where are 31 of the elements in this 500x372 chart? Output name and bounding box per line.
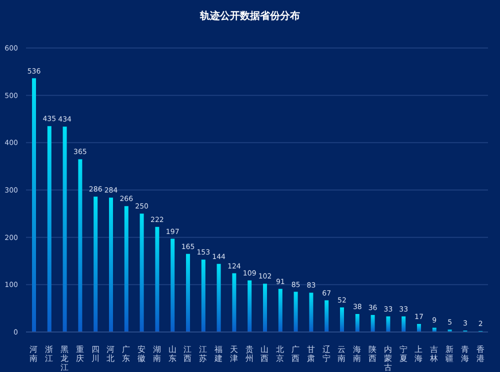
x-tick-label: 广东 [122,345,130,363]
x-tick-label: 甘肃 [306,345,315,363]
x-tick-label: 广西 [292,345,300,363]
x-tick-label: 山西 [260,345,269,363]
x-tick-label: 云南 [338,345,346,363]
x-tick-label: 黑龙江 [60,345,68,372]
x-tick-label: 天津 [230,345,238,363]
x-tick-label: 江西 [184,345,192,363]
x-tick-label: 河南 [30,345,38,363]
x-tick-label: 北京 [276,345,284,363]
x-tick-label: 重庆 [76,345,84,363]
x-tick-label: 江苏 [199,345,208,363]
x-tick-label: 宁夏 [399,345,408,363]
x-tick-label: 上海 [414,345,423,363]
x-tick-label: 青海 [460,345,469,363]
x-tick-label: 福建 [214,345,222,363]
x-tick-label: 陕西 [368,345,376,363]
x-tick-label: 新疆 [446,345,454,363]
x-tick-label: 浙江 [45,345,54,363]
x-tick-label: 河北 [106,345,115,363]
x-tick-label: 辽宁 [322,345,330,363]
x-tick-label: 吉林 [429,345,438,363]
x-tick-label: 贵州 [245,345,254,363]
x-tick-label: 湖南 [152,345,161,363]
x-tick-label: 内蒙古 [384,345,392,372]
x-tick-label: 山东 [168,345,176,363]
x-tick-label: 四川 [91,345,100,363]
x-tick-label: 香港 [476,345,484,363]
x-tick-label: 海南 [353,345,362,363]
x-tick-label: 安徽 [138,345,146,363]
chart-title: 轨迹公开数据省份分布 [198,9,301,23]
